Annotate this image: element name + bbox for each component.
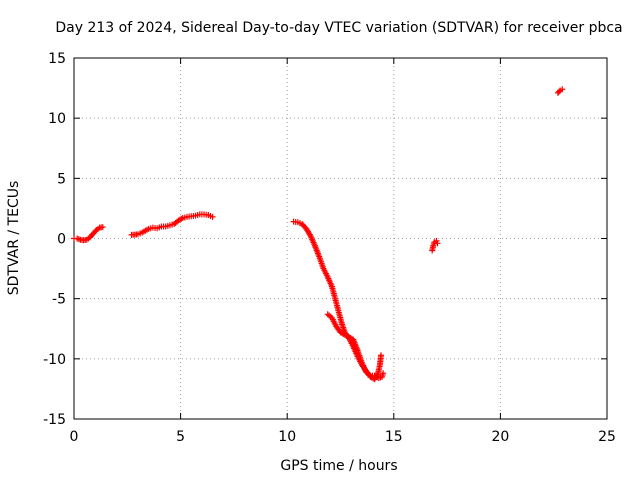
- series-segment-2: [128, 211, 216, 238]
- x-tick-label: 25: [598, 429, 616, 445]
- x-tick-label: 20: [491, 429, 509, 445]
- x-tick-label: 10: [278, 429, 296, 445]
- y-tick-label: 10: [48, 111, 66, 127]
- series-segment-5: [429, 237, 441, 254]
- chart-title: Day 213 of 2024, Sidereal Day-to-day VTE…: [55, 20, 622, 36]
- series-segment-6: [554, 86, 566, 96]
- x-tick-label: 5: [176, 429, 185, 445]
- data-point: [99, 224, 106, 231]
- series-segment-3: [290, 218, 385, 383]
- x-tick-label: 15: [385, 429, 403, 445]
- y-tick-label: -5: [52, 292, 66, 308]
- data-point: [559, 86, 566, 93]
- grid: [74, 58, 607, 419]
- series-segment-4: [324, 311, 387, 382]
- data-point: [378, 352, 385, 359]
- y-tick-label: 5: [57, 171, 66, 187]
- y-tick-label: -15: [43, 412, 66, 428]
- plot-border: [73, 57, 608, 420]
- data-point: [556, 88, 563, 95]
- data-point: [434, 240, 441, 247]
- data-point: [380, 370, 387, 377]
- series-segment-1: [71, 224, 106, 244]
- axes: [73, 57, 608, 420]
- x-axis-label: GPS time / hours: [280, 458, 397, 474]
- y-axis-label: SDTVAR / TECUs: [6, 181, 22, 296]
- y-tick-label: -10: [43, 352, 66, 368]
- y-tick-label: 0: [57, 232, 66, 248]
- x-tick-label: 0: [70, 429, 79, 445]
- data-point: [209, 213, 216, 220]
- y-tick-label: 15: [48, 51, 66, 67]
- data-points: [71, 86, 566, 383]
- tick-labels: 0 5 10 15 20 25 -15 -10 -5 0 5 10 15: [43, 51, 616, 445]
